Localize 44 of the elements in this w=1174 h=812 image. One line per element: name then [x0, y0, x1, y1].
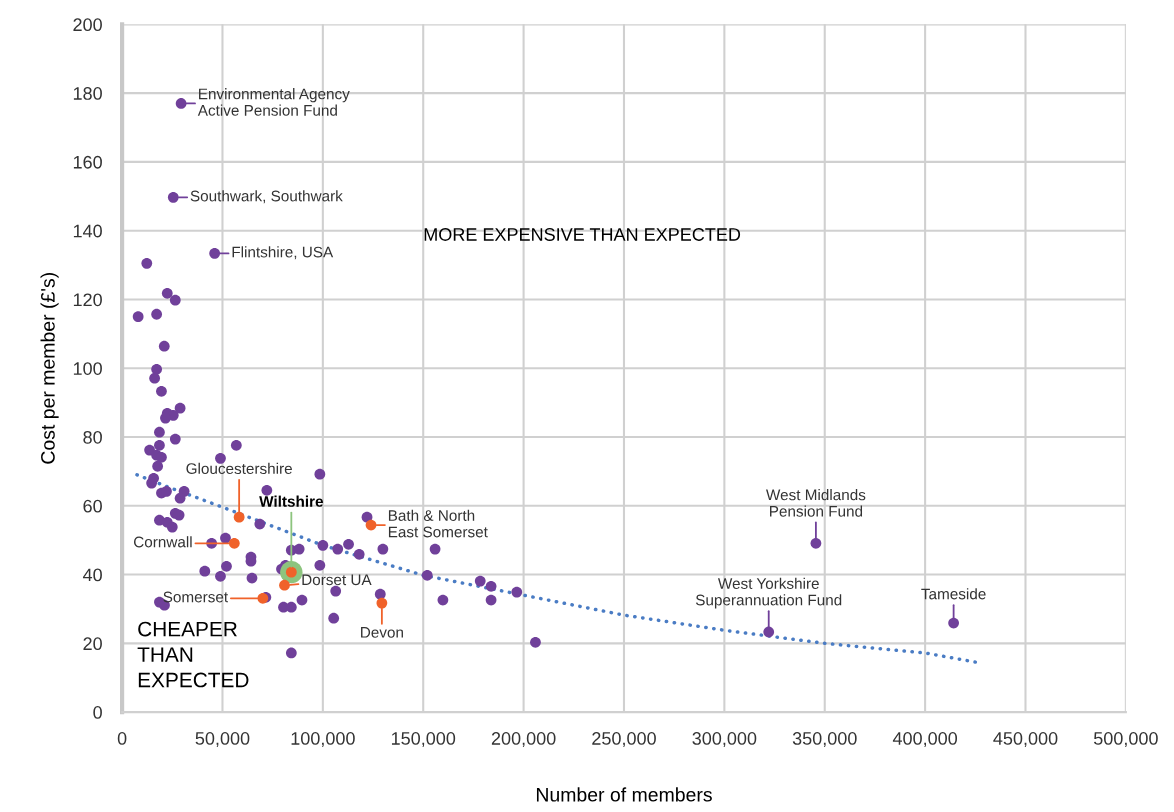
y-tick-label: 60	[83, 499, 102, 513]
y-tick-label: 140	[73, 224, 102, 238]
annotation: Gloucestershire	[186, 462, 292, 475]
y-tick-label: 40	[82, 568, 102, 582]
x-tick-label: 400,000	[892, 732, 958, 747]
x-tick-label: 500,000	[1093, 732, 1158, 747]
annotation: Cornwall	[134, 536, 192, 548]
y-tick-label: 20	[83, 637, 102, 651]
x-tick-label: 450,000	[993, 732, 1058, 747]
annotation: Wiltshire	[259, 495, 323, 507]
x-axis-title: Number of members	[536, 787, 712, 802]
annotation: Southwark, Southwark	[190, 190, 343, 204]
point	[233, 511, 245, 523]
y-tick-label: 180	[73, 87, 102, 100]
x-tick-label: 0	[117, 732, 127, 745]
annotation: West Midlands Pension Fund	[766, 489, 866, 517]
x-tick-label: 350,000	[792, 732, 857, 747]
x-tick-label: 100,000	[291, 732, 355, 747]
x-tick-label: 200,000	[491, 732, 556, 747]
y-tick-label: 160	[73, 155, 102, 169]
point	[228, 537, 240, 549]
point	[279, 579, 290, 591]
annotation: Flintshire, USA	[232, 246, 334, 260]
annotation: Devon	[361, 627, 403, 638]
point	[376, 597, 388, 609]
annotation: CHEAPER THAN EXPECTED	[137, 621, 249, 688]
y-tick-label: 120	[73, 293, 102, 307]
y-axis-title: Cost per member (£'s)	[40, 273, 59, 464]
annotation: West Yorkshire Superannuation Fund	[695, 577, 842, 609]
point	[365, 519, 377, 531]
x-tick-label: 250,000	[592, 732, 656, 747]
y-tick-label: 80	[83, 430, 102, 444]
annotation: Dorset UA	[302, 574, 372, 586]
x-tick-label: 150,000	[391, 732, 456, 747]
annotation: Bath & North East Somerset	[388, 509, 488, 538]
x-tick-label: 50,000	[195, 732, 250, 747]
y-tick-label: 200	[73, 18, 102, 32]
annotation: Tameside	[921, 588, 986, 600]
y-tick-label: 0	[93, 706, 102, 719]
y-tick-label: 100	[73, 362, 102, 375]
annotation: Somerset	[163, 591, 228, 603]
annotation: MORE EXPENSIVE THAN EXPECTED	[424, 228, 741, 241]
annotation: Environmental Agency Active Pension Fund	[197, 88, 350, 116]
x-tick-label: 300,000	[692, 732, 757, 747]
